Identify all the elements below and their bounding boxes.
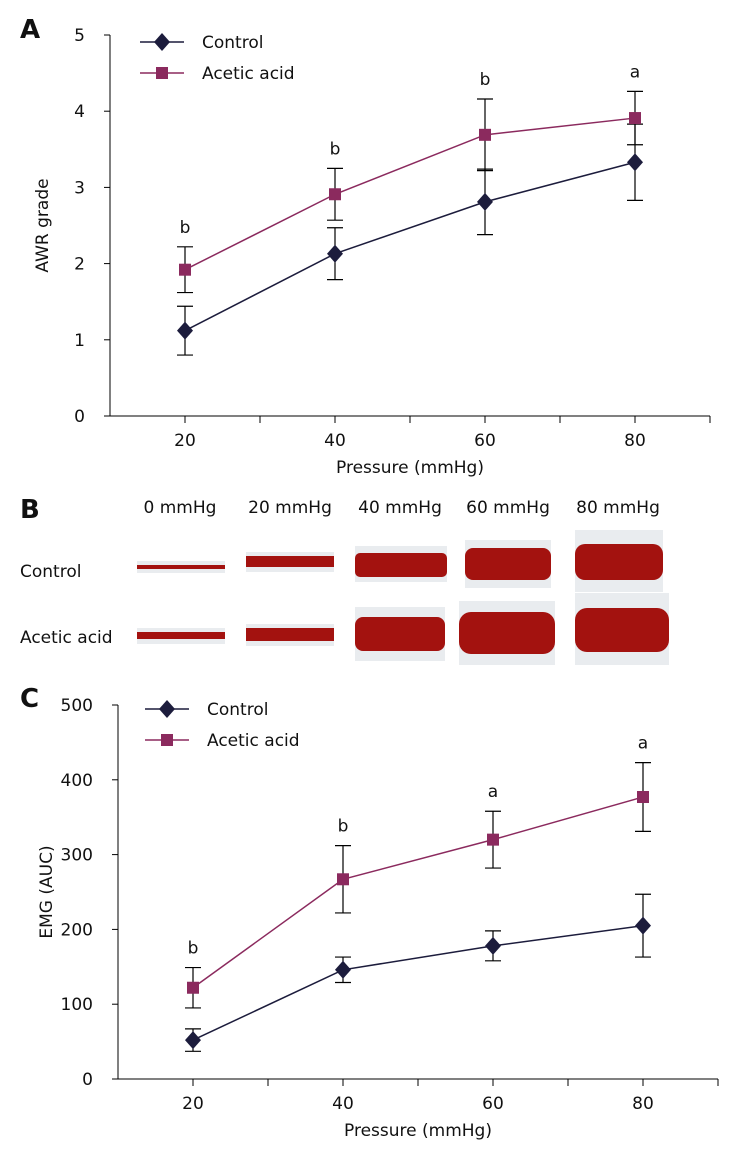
x-axis-label: Pressure (mmHg) <box>336 458 484 478</box>
significance-label: b <box>188 939 199 959</box>
panel-label: B <box>20 495 40 525</box>
y-tick-label: 5 <box>74 26 85 46</box>
x-tick-label: 40 <box>324 431 346 451</box>
x-tick-label: 20 <box>182 1094 204 1114</box>
x-tick-label: 60 <box>482 1094 504 1114</box>
y-tick-label: 2 <box>74 255 85 275</box>
y-tick-label: 200 <box>61 920 93 940</box>
y-tick-label: 300 <box>61 846 93 866</box>
marker <box>487 833 499 846</box>
significance-label: b <box>180 218 191 238</box>
x-tick-label: 20 <box>174 431 196 451</box>
marker <box>629 112 641 125</box>
legend-label: Acetic acid <box>202 64 295 84</box>
legend-label: Control <box>202 33 263 53</box>
series-line <box>192 924 644 1041</box>
marker <box>329 188 341 201</box>
y-tick-label: 3 <box>74 178 85 198</box>
y-tick-label: 400 <box>61 771 93 791</box>
y-tick-label: 1 <box>74 331 85 351</box>
row-label: Acetic acid <box>20 628 113 648</box>
x-tick-label: 60 <box>474 431 496 451</box>
x-tick-label: 80 <box>632 1094 654 1114</box>
legend-label: Control <box>207 700 268 720</box>
marker <box>179 263 191 276</box>
significance-label: a <box>488 782 498 802</box>
pressure-label: 80 mmHg <box>576 498 660 518</box>
y-tick-label: 4 <box>74 102 85 122</box>
emg-trace-images <box>137 530 669 665</box>
row-label: Control <box>20 562 81 582</box>
pressure-label: 40 mmHg <box>358 498 442 518</box>
significance-label: a <box>638 734 648 754</box>
pressure-label: 60 mmHg <box>466 498 550 518</box>
y-axis-label: AWR grade <box>33 178 53 272</box>
marker <box>159 700 175 718</box>
marker <box>327 244 343 263</box>
marker <box>485 936 501 955</box>
significance-label: b <box>480 70 491 90</box>
series-line <box>184 117 636 271</box>
panel-label: A <box>20 15 40 45</box>
marker <box>477 192 493 211</box>
x-axis-label: Pressure (mmHg) <box>344 1121 492 1141</box>
pressure-label: 0 mmHg <box>144 498 217 518</box>
y-tick-label: 0 <box>74 407 85 427</box>
marker <box>637 791 649 804</box>
significance-label: b <box>330 139 341 159</box>
y-tick-label: 100 <box>61 995 93 1015</box>
significance-label: a <box>630 62 640 82</box>
marker <box>335 960 351 979</box>
marker <box>479 128 491 141</box>
series-line <box>184 161 636 332</box>
marker <box>627 153 643 172</box>
pressure-label: 20 mmHg <box>248 498 332 518</box>
y-tick-label: 0 <box>82 1070 93 1090</box>
emg-panel: 0 mmHg 20 mmHg 40 mmHg 60 mmHg 80 mmHg C… <box>20 498 669 665</box>
marker <box>177 321 193 340</box>
significance-label: b <box>338 817 349 837</box>
x-tick-label: 80 <box>624 431 646 451</box>
series-line <box>192 796 644 989</box>
marker <box>187 981 199 994</box>
marker <box>337 873 349 886</box>
legend-label: Acetic acid <box>207 731 300 751</box>
x-tick-label: 40 <box>332 1094 354 1114</box>
y-tick-label: 500 <box>61 696 93 716</box>
panel-label: C <box>20 684 39 714</box>
y-axis-label: EMG (AUC) <box>37 845 57 938</box>
marker <box>635 916 651 935</box>
marker <box>154 33 170 51</box>
marker <box>185 1031 201 1050</box>
marker <box>161 734 173 746</box>
marker <box>156 67 168 79</box>
